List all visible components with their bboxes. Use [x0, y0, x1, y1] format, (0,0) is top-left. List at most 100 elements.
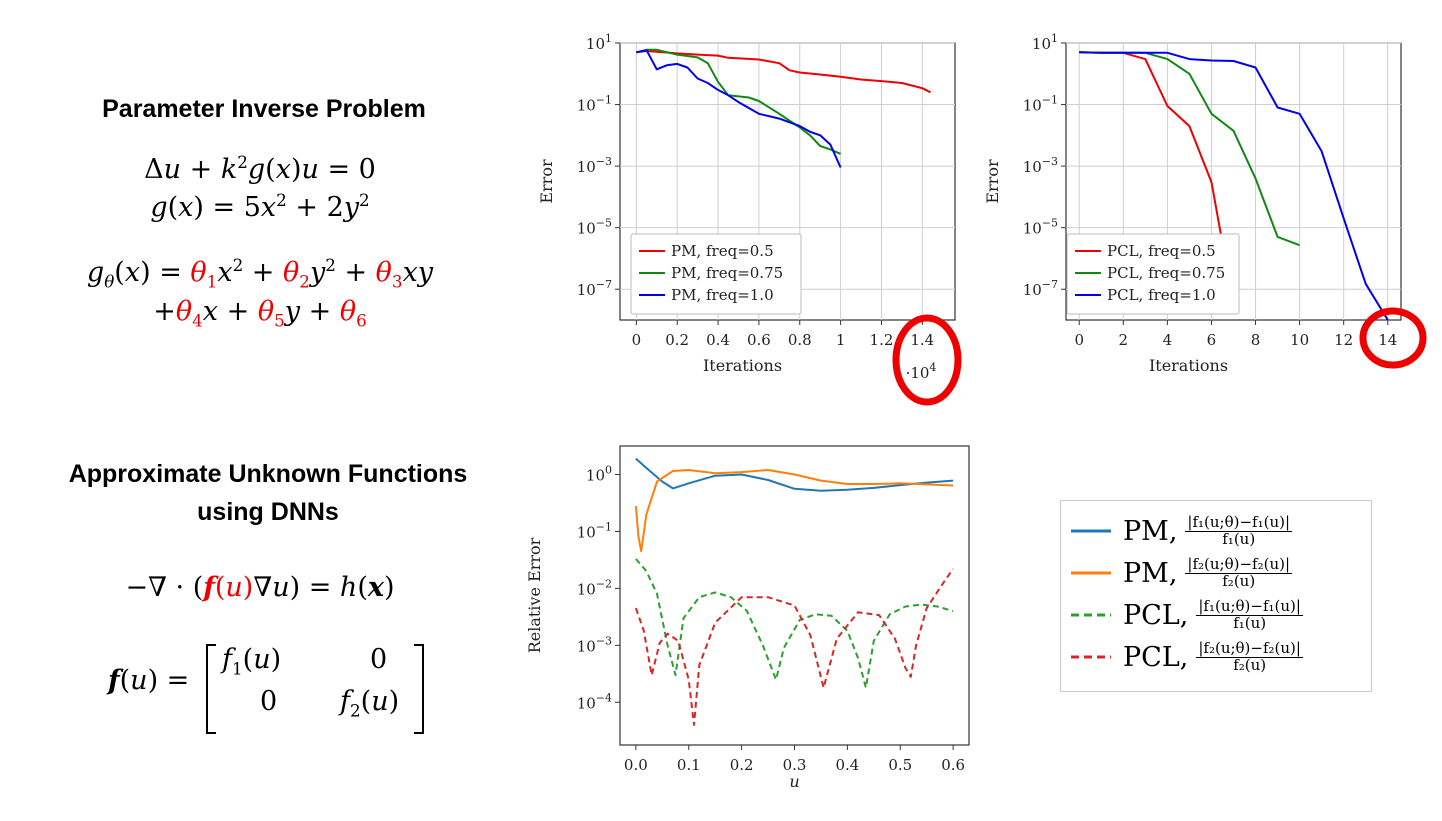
- highlight-circle-exponent: [892, 314, 962, 406]
- legend-label: PCL, freq=1.0: [1107, 286, 1216, 304]
- legend-num-f1: |f₁(u;θ)−f₁(u)|: [1185, 512, 1293, 532]
- x-tick-label: 10: [1290, 331, 1309, 349]
- legend-item-pcl-f1: PCL, |f₁(u;θ)−f₁(u)| f₁(u): [1069, 595, 1303, 635]
- legend-item-pcl-f2: PCL, |f₂(u;θ)−f₂(u)| f₂(u): [1069, 637, 1303, 677]
- heading2-line1: Approximate Unknown Functions: [68, 460, 468, 488]
- x-tick-label: 0.6: [941, 756, 965, 774]
- x-tick-label: 0.6: [747, 331, 771, 349]
- legend-fraction-f2: |f₂(u;θ)−f₂(u)| f₂(u): [1185, 554, 1293, 590]
- legend-box: [630, 233, 802, 315]
- x-tick-label: 0.4: [835, 756, 859, 774]
- heading-parameter-inverse-problem: Parameter Inverse Problem: [102, 95, 426, 123]
- legend-fraction-f1: |f₁(u;θ)−f₁(u)| f₁(u): [1185, 512, 1293, 548]
- legend-fraction-f2: |f₂(u;θ)−f₂(u)| f₂(u): [1196, 638, 1303, 674]
- y-tick-label: 10−5: [1023, 217, 1058, 238]
- x-multiplier-label: ·104: [906, 361, 937, 382]
- x-tick-label: 0.5: [888, 756, 912, 774]
- x-axis-label: u: [789, 772, 799, 791]
- x-tick-label: 12: [1334, 331, 1353, 349]
- legend-box: [1066, 233, 1240, 315]
- x-tick-label: 1: [836, 331, 846, 349]
- legend-label: PM, freq=0.5: [671, 242, 774, 260]
- y-tick-label: 10−7: [1023, 278, 1058, 299]
- equation-g: g(x) = 5x2 + 2y2: [150, 190, 370, 223]
- x-tick-label: 6: [1207, 331, 1217, 349]
- series-line: [636, 49, 842, 168]
- y-tick-label: 100: [586, 463, 612, 484]
- legend-item-pm-f2: PM, |f₂(u;θ)−f₂(u)| f₂(u): [1069, 553, 1293, 593]
- highlight-circle-14: [1359, 307, 1427, 369]
- y-tick-label: 101: [586, 32, 612, 53]
- x-tick-label: 0.1: [677, 756, 701, 774]
- x-axis-label: Iterations: [1149, 356, 1228, 375]
- chart-relative-error: 0.0 0.1 0.2 0.3 0.4 0.5 0.6 100 10−1 10−2 10−3 10−4…: [525, 445, 970, 791]
- y-tick-label: 10−3: [577, 634, 612, 655]
- x-tick-label: 8: [1251, 331, 1261, 349]
- equation-helmholtz: Δu + k2g(x)u = 0: [144, 152, 376, 185]
- y-axis-label: Relative Error: [525, 537, 544, 653]
- chart-pcl-error: 0 2 4 6 8 10 12 14 101 10−1 10−3 10−5 10−7 Iterations…: [983, 32, 1402, 375]
- legend-item-pm-f1: PM, |f₁(u;θ)−f₁(u)| f₁(u): [1069, 511, 1293, 551]
- y-tick-label: 10−3: [577, 155, 612, 176]
- chart-pm-error: 0 0.2 0.4 0.6 0.8 1 1.2 1.4 101 10−1 10−3 10−5 10−7 I…: [537, 32, 956, 382]
- legend-label-pm: PM,: [1123, 515, 1178, 547]
- legend-den-f1: f₁(u): [1222, 529, 1256, 548]
- legend-line-dashed-green: [1071, 613, 1111, 617]
- x-tick-label: 0.3: [783, 756, 807, 774]
- x-tick-label: 1.4: [910, 331, 934, 349]
- legend-line-solid-orange: [1071, 571, 1111, 575]
- legend-label-pcl: PCL,: [1123, 641, 1189, 673]
- y-axis-label: Error: [537, 159, 556, 204]
- legend-line-solid-blue: [1071, 529, 1111, 533]
- x-tick-label: 0.8: [788, 331, 812, 349]
- legend-label: PCL, freq=0.5: [1107, 242, 1216, 260]
- y-tick-label: 10−3: [1023, 155, 1058, 176]
- series-line: [636, 48, 842, 155]
- series-line: [635, 457, 954, 492]
- equation-g-theta-line2: +θ4x + θ5y + θ6: [153, 296, 367, 331]
- legend-line-dashed-red: [1071, 655, 1111, 659]
- y-tick-label: 10−4: [577, 691, 612, 712]
- y-tick-label: 10−1: [577, 94, 612, 115]
- x-tick-label: 0.4: [706, 331, 730, 349]
- relative-error-legend: PM, |f₁(u;θ)−f₁(u)| f₁(u) PM, |f₂(u;θ)−f₂…: [1060, 500, 1372, 692]
- equation-f-matrix: f(u) = f1(u) 0 0 f2(u): [108, 640, 448, 740]
- series-line: [1079, 51, 1389, 320]
- y-tick-label: 10−2: [577, 577, 612, 598]
- x-tick-label: 0.2: [730, 756, 754, 774]
- plot-frame: [619, 445, 970, 746]
- legend-den-f2: f₂(u): [1233, 655, 1267, 674]
- y-axis-label: Error: [983, 159, 1002, 204]
- y-tick-label: 10−1: [577, 520, 612, 541]
- legend-num-f2: |f₂(u;θ)−f₂(u)|: [1196, 638, 1303, 658]
- legend-fraction-f1: |f₁(u;θ)−f₁(u)| f₁(u): [1196, 596, 1303, 632]
- legend-label-pcl: PCL,: [1123, 599, 1189, 631]
- legend-label: PCL, freq=0.75: [1107, 264, 1225, 282]
- series-line: [635, 558, 954, 689]
- x-tick-label: 0.2: [665, 331, 689, 349]
- series-line: [634, 568, 954, 726]
- x-tick-label: 4: [1163, 331, 1173, 349]
- x-tick-label: 1.2: [870, 331, 894, 349]
- legend-num-f2: |f₂(u;θ)−f₂(u)|: [1185, 554, 1293, 574]
- y-tick-label: 10−5: [577, 217, 612, 238]
- legend-den-f2: f₂(u): [1222, 571, 1256, 590]
- x-tick-label: 0.0: [624, 756, 648, 774]
- legend-label: PM, freq=1.0: [671, 286, 774, 304]
- x-axis-label: Iterations: [703, 356, 782, 375]
- legend-label-pm: PM,: [1123, 557, 1178, 589]
- legend-label: PM, freq=0.75: [671, 264, 783, 282]
- x-tick-label: 0: [1074, 331, 1084, 349]
- heading2-line2: using DNNs: [197, 498, 339, 526]
- legend-den-f1: f₁(u): [1233, 613, 1267, 632]
- x-tick-label: 0: [632, 331, 642, 349]
- legend-num-f1: |f₁(u;θ)−f₁(u)|: [1196, 596, 1303, 616]
- y-tick-label: 101: [1032, 32, 1058, 53]
- heading-approximate-unknown-functions: Approximate Unknown Functions using DNNs: [28, 455, 508, 531]
- x-tick-label: 2: [1119, 331, 1129, 349]
- series-line: [634, 469, 954, 553]
- equation-diffusion: −∇ · (f(u)∇u) = h(x): [125, 572, 395, 603]
- x-tick-label: 14: [1378, 331, 1397, 349]
- y-tick-label: 10−1: [1023, 94, 1058, 115]
